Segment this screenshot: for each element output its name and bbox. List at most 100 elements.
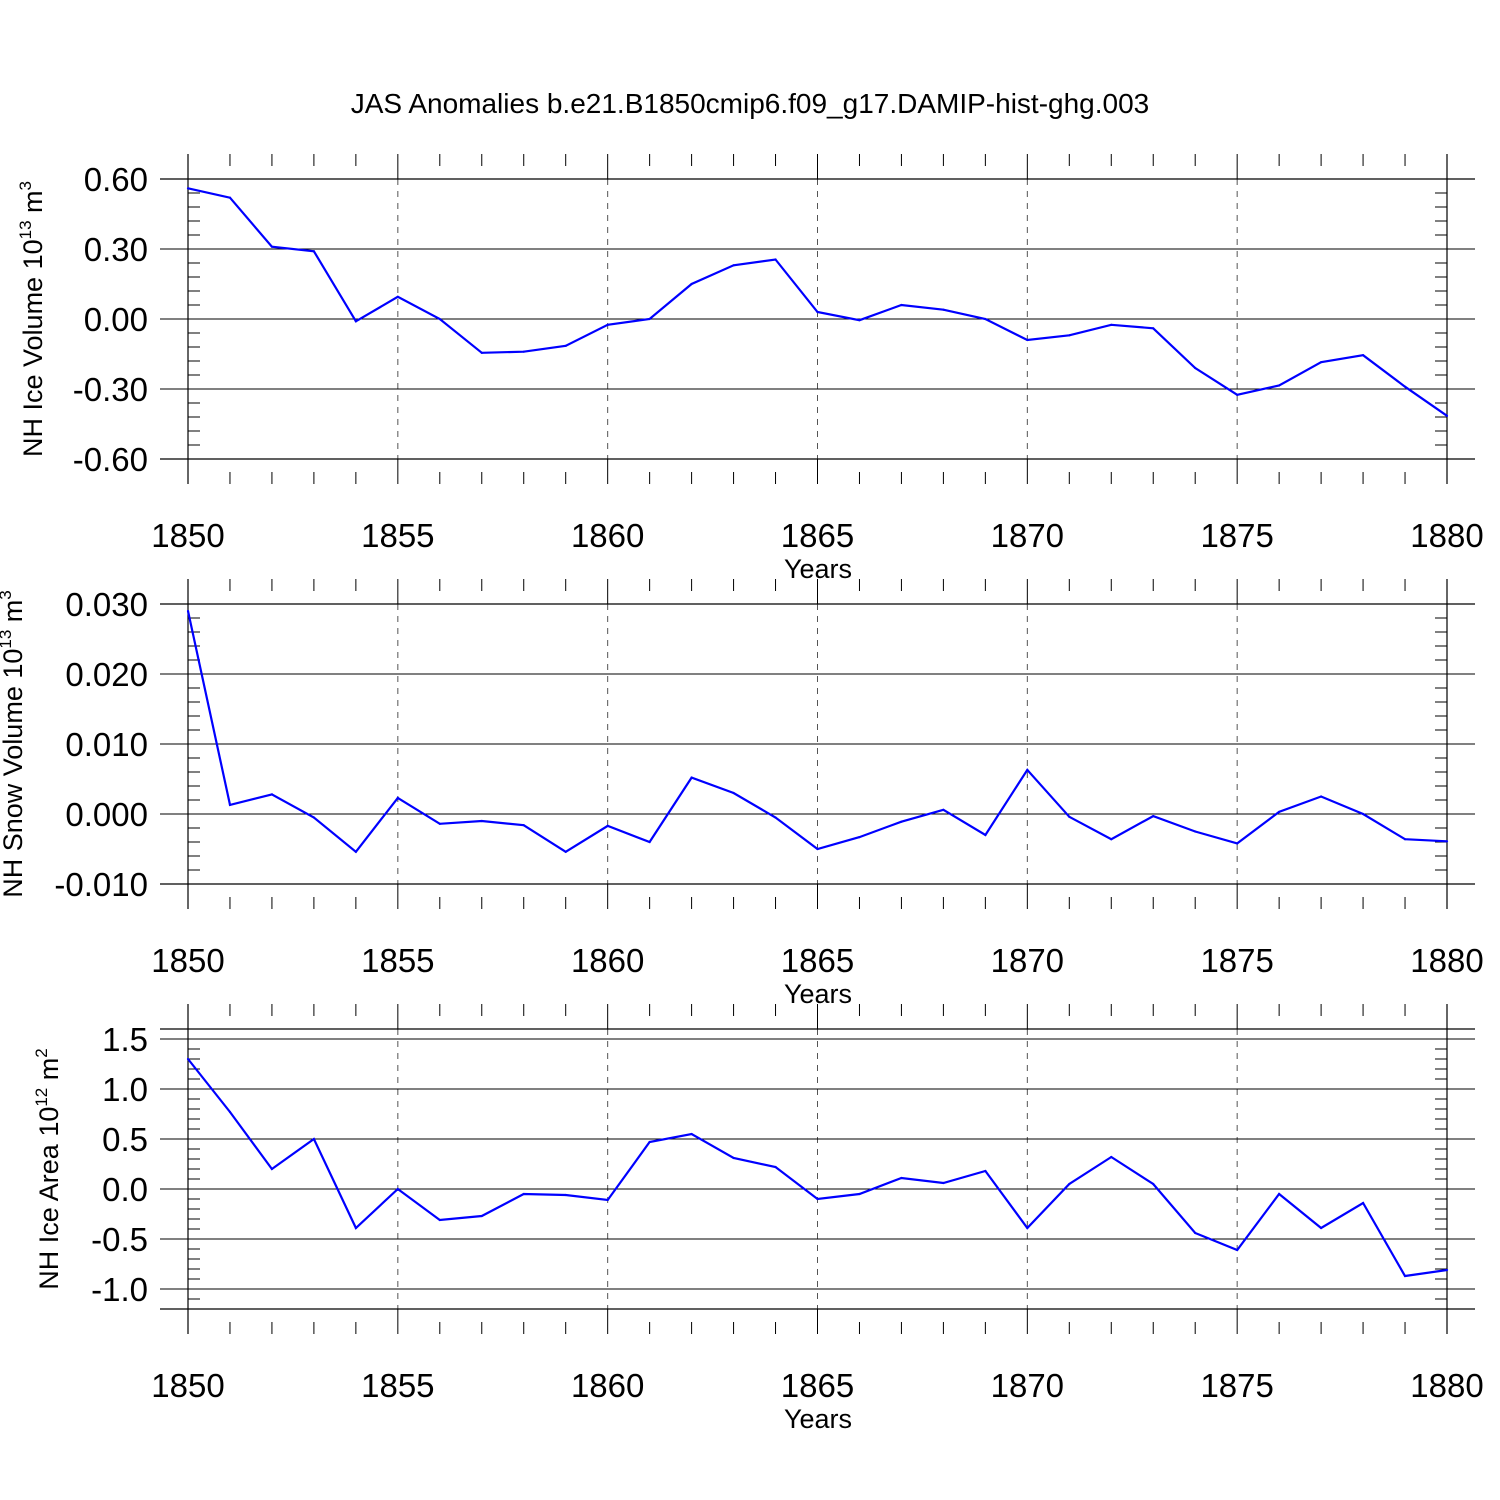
data-point-ice-area-1857 (480, 1214, 483, 1218)
data-point-snow-volume-1851 (228, 803, 232, 807)
x-tick-label-1865: 1865 (781, 1367, 854, 1404)
data-point-snow-volume-1864 (774, 816, 777, 819)
panel-ice-area: 1850 1855 1860 1865 1870 1875 1880 -1.0 -0.5 0.0 0… (32, 1004, 1484, 1434)
data-point-snow-volume-1856 (438, 822, 441, 825)
y-axis-title-unit: m (18, 190, 48, 220)
data-point-snow-volume-1857 (480, 819, 483, 823)
data-point-ice-area-1874 (1194, 1231, 1197, 1235)
y-tick-label: -0.60 (73, 441, 148, 478)
y-axis-title-exp: 13 (16, 220, 35, 239)
data-point-snow-volume-1870 (1026, 768, 1029, 772)
data-point-snow-volume-1876 (1278, 810, 1281, 814)
x-tick-label-1860: 1860 (571, 517, 644, 554)
x-tick-label-1860: 1860 (571, 1367, 644, 1404)
y-tick-label: 0.60 (84, 161, 148, 198)
y-tick-label: 0.020 (65, 656, 148, 693)
y-tick-label: -0.30 (73, 371, 148, 408)
y-axis-title: NH Ice Area 1012 m2 (32, 1048, 64, 1289)
data-point-ice-area-1876 (1278, 1192, 1281, 1196)
data-point-ice-area-1866 (858, 1192, 861, 1196)
x-tick-label-1880: 1880 (1410, 942, 1483, 979)
data-point-ice-volume-1870 (1026, 338, 1029, 342)
x-tick-label-1855: 1855 (361, 1367, 434, 1404)
data-point-ice-volume-1880 (1445, 414, 1449, 417)
data-point-snow-volume-1871 (1068, 815, 1071, 818)
data-point-ice-volume-1853 (312, 250, 315, 253)
data-point-ice-area-1868 (942, 1181, 945, 1185)
data-point-snow-volume-1878 (1361, 812, 1365, 816)
y-axis-title: NH Ice Volume 1013 m3 (16, 181, 48, 457)
data-point-ice-volume-1859 (564, 344, 567, 347)
data-point-snow-volume-1880 (1445, 840, 1449, 843)
data-point-snow-volume-1861 (648, 840, 651, 844)
data-point-ice-area-1850 (186, 1057, 190, 1061)
x-tick-label-1870: 1870 (991, 517, 1064, 554)
y-axis-title-unit-exp: 2 (32, 1048, 51, 1057)
data-point-ice-area-1880 (1445, 1268, 1449, 1272)
data-point-ice-area-1869 (984, 1169, 987, 1173)
data-point-snow-volume-1872 (1110, 838, 1113, 841)
y-axis-title-unit: m (0, 600, 28, 630)
data-point-snow-volume-1858 (522, 824, 525, 827)
y-axis-title-unit-exp: 3 (16, 181, 35, 190)
x-tick-label-1850: 1850 (151, 1367, 224, 1404)
data-point-ice-volume-1862 (690, 282, 693, 286)
y-axis-title-exp: 13 (0, 630, 15, 649)
y-axis-title-main: NH Ice Area 10 (34, 1107, 64, 1290)
figure-title: JAS Anomalies b.e21.B1850cmip6.f09_g17.D… (350, 88, 1150, 119)
y-tick-label: -1.0 (91, 1271, 148, 1308)
data-point-snow-volume-1866 (858, 836, 861, 839)
data-point-ice-area-1870 (1026, 1226, 1029, 1230)
data-point-ice-volume-1875 (1236, 393, 1239, 396)
data-point-ice-volume-1865 (816, 310, 819, 314)
data-point-snow-volume-1860 (606, 824, 609, 828)
x-tick-label-1860: 1860 (571, 942, 644, 979)
data-point-ice-volume-1854 (354, 320, 357, 323)
data-point-snow-volume-1854 (354, 850, 357, 853)
data-point-ice-area-1862 (690, 1132, 693, 1136)
y-axis-title: NH Snow Volume 1013 m3 (0, 590, 28, 898)
data-point-ice-area-1865 (816, 1197, 819, 1201)
panel-snow-volume: 1850 1855 1860 1865 1870 1875 1880 -0.010 0.000 0… (0, 579, 1484, 1009)
data-point-ice-area-1863 (732, 1156, 735, 1160)
data-point-snow-volume-1850 (186, 609, 190, 613)
x-tick-label-1865: 1865 (781, 517, 854, 554)
data-point-ice-volume-1855 (396, 295, 399, 298)
data-point-snow-volume-1874 (1194, 830, 1197, 833)
data-point-ice-area-1875 (1236, 1248, 1239, 1252)
data-point-snow-volume-1863 (732, 791, 735, 795)
data-point-ice-area-1859 (564, 1193, 567, 1197)
data-point-ice-volume-1879 (1403, 385, 1407, 388)
data-point-ice-volume-1860 (606, 323, 609, 326)
data-point-ice-area-1856 (438, 1218, 441, 1222)
data-point-ice-volume-1852 (270, 245, 274, 248)
panel-ice-volume: 1850 1855 1860 1865 1870 1875 1880 -0.60 -0.30 0.… (16, 154, 1484, 584)
x-tick-label-1855: 1855 (361, 517, 434, 554)
x-tick-label-1865: 1865 (781, 942, 854, 979)
x-tick-label-1875: 1875 (1200, 942, 1273, 979)
y-tick-label: 0.00 (84, 301, 148, 338)
x-tick-label-1875: 1875 (1200, 517, 1273, 554)
x-tick-label-1870: 1870 (991, 942, 1064, 979)
data-point-ice-area-1854 (354, 1226, 357, 1230)
data-point-ice-area-1852 (270, 1167, 274, 1171)
y-tick-label: 0.0 (102, 1171, 148, 1208)
data-point-ice-volume-1866 (858, 319, 861, 322)
data-point-ice-volume-1861 (648, 317, 651, 321)
data-point-ice-area-1871 (1068, 1182, 1071, 1186)
y-tick-label: 0.010 (65, 726, 148, 763)
data-point-snow-volume-1879 (1403, 838, 1407, 841)
y-axis-title-main: NH Snow Volume 10 (0, 649, 28, 898)
x-tick-label-1880: 1880 (1410, 517, 1483, 554)
x-tick-label-1850: 1850 (151, 517, 224, 554)
data-point-ice-area-1872 (1110, 1155, 1113, 1159)
data-point-snow-volume-1862 (690, 776, 693, 779)
x-tick-label-1880: 1880 (1410, 1367, 1483, 1404)
x-tick-label-1870: 1870 (991, 1367, 1064, 1404)
data-point-ice-area-1860 (606, 1198, 609, 1202)
data-point-ice-area-1855 (396, 1187, 399, 1191)
data-point-ice-volume-1850 (186, 187, 190, 190)
data-point-ice-volume-1867 (900, 303, 903, 307)
data-point-snow-volume-1868 (942, 808, 945, 811)
